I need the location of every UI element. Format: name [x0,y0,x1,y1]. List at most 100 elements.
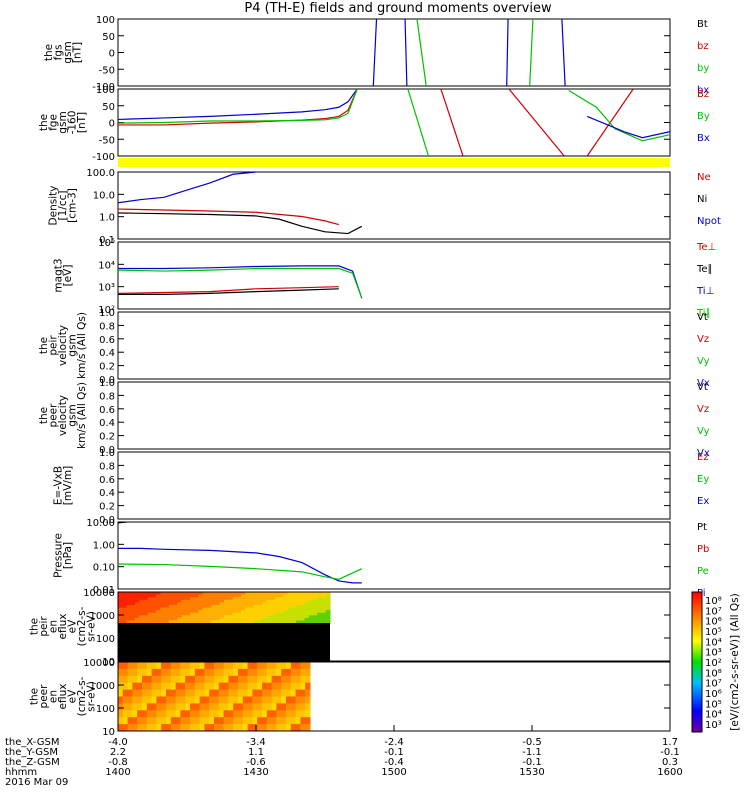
footer-value: -0.1 [660,747,680,758]
footer-value: -1.1 [522,747,542,758]
y-axis-label: Pressure[nPa] [52,533,74,578]
y-tick-label: 0.8 [99,321,115,332]
colorbar-tick-label: 10⁴ [705,710,722,721]
svg-text:[cm-3]: [cm-3] [67,188,79,223]
colorbar-label: [eV/(cm2-s-sr-eV)] (All Qs) [729,593,741,730]
series-line [118,265,363,299]
peer-spectrogram [118,662,311,732]
footer-date: 2016 Mar 09 [5,777,68,788]
svg-text:the: the [29,618,41,635]
series-line [529,19,534,86]
series-line [407,89,430,156]
y-tick-label: 100 [96,704,115,715]
legend-entry: Pb [697,544,709,555]
data-quality-bar [118,158,670,167]
legend-entry: Ez [697,452,709,463]
legend-entry: Vt [697,312,708,323]
series-line [118,212,363,235]
legend-entry: Vt [697,382,708,393]
panel-frame [117,88,671,157]
svg-text:km/s (All Qs): km/s (All Qs) [76,312,88,379]
series-line [118,89,358,124]
svg-text:eflux: eflux [57,684,69,710]
legend-entry: Ni [697,194,707,205]
y-tick-label: 0.2 [99,432,115,443]
footer-value: -0.8 [108,757,128,768]
y-tick-label: -100 [92,152,115,163]
svg-text:gsm: gsm [62,41,74,63]
peir-spectrogram [118,592,331,661]
legend-entry: Bz [697,89,709,100]
panel-frame [117,381,671,450]
colorbar-tick-label: 10⁸ [705,596,722,607]
svg-text:Pressure: Pressure [52,533,64,578]
colorbar-tick-label: 10² [705,658,722,669]
y-tick-label: 0.0 [99,515,115,526]
y-tick-label: 0.8 [99,391,115,402]
y-tick-label: 100 [96,634,115,645]
colorbar-tick-label: 10⁵ [705,627,722,638]
svg-text:sr-eV): sr-eV) [86,611,98,642]
series-line [118,267,363,299]
svg-text:[mV/m]: [mV/m] [62,466,74,505]
y-tick-label: 50 [102,32,115,43]
legend-entry: Vx [697,448,710,459]
footer-value: 1400 [105,767,130,778]
legend-entry: Te⊥ [696,242,716,253]
footer-row-label: the_Y-GSM [5,747,58,758]
y-tick-label: 0.2 [99,362,115,373]
svg-text:en: en [48,620,60,633]
y-tick-label: 10 [102,727,115,738]
legend-entry: Ti∥ [696,308,711,319]
footer-value: 0.3 [662,757,678,768]
svg-text:peer: peer [38,684,50,709]
footer-value: 1600 [657,767,682,778]
svg-text:peir: peir [48,335,60,356]
y-axis-label: E=-VxB[mV/m] [52,466,74,505]
footer-value: 1.7 [662,737,678,748]
colorbar-tick-label: 10³ [705,720,722,731]
legend-entry: Ti⊥ [696,286,714,297]
y-tick-label: 10⁴ [98,260,115,271]
y-tick-label: 0.10 [93,563,115,574]
svg-text:eflux: eflux [57,614,69,640]
series-group [118,265,363,299]
footer-value: -0.5 [522,737,542,748]
legend-entry: Pe [697,566,709,577]
y-tick-label: 0.2 [99,502,115,513]
series-line [118,208,339,226]
series-group [372,19,566,86]
legend-entry: Ey [697,474,709,485]
y-tick-label: 1.0 [99,378,115,389]
legend-entry: bx [697,85,709,96]
series-line [586,115,670,139]
y-tick-label: 10⁵ [98,238,115,249]
series-line [118,286,339,294]
series-line [118,89,358,121]
svg-text:the: the [43,44,55,61]
y-tick-label: 0.0 [99,445,115,456]
footer-value: 1.1 [248,747,264,758]
y-axis-label: Density[1/cc][cm-3] [48,186,79,226]
colorbar [691,591,703,733]
footer-value: 2.2 [110,747,126,758]
y-tick-label: 1.0 [99,213,115,224]
svg-text:fge: fge [48,114,60,131]
legend-entry: Vx [697,378,710,389]
footer-value: -0.4 [384,757,404,768]
y-tick-label: 0.6 [99,405,115,416]
svg-text:eV: eV [67,619,79,633]
y-tick-label: 1000 [90,611,115,622]
footer-value: 1500 [381,767,406,778]
y-tick-label: 1.0 [99,308,115,319]
legend-entry: Vy [697,426,710,437]
colorbar-tick-label: 10⁶ [705,617,722,628]
svg-text:velocity: velocity [57,395,69,436]
series-line [404,19,408,86]
legend-entry: Ne [697,172,711,183]
footer-row-label: the_X-GSM [5,737,59,748]
